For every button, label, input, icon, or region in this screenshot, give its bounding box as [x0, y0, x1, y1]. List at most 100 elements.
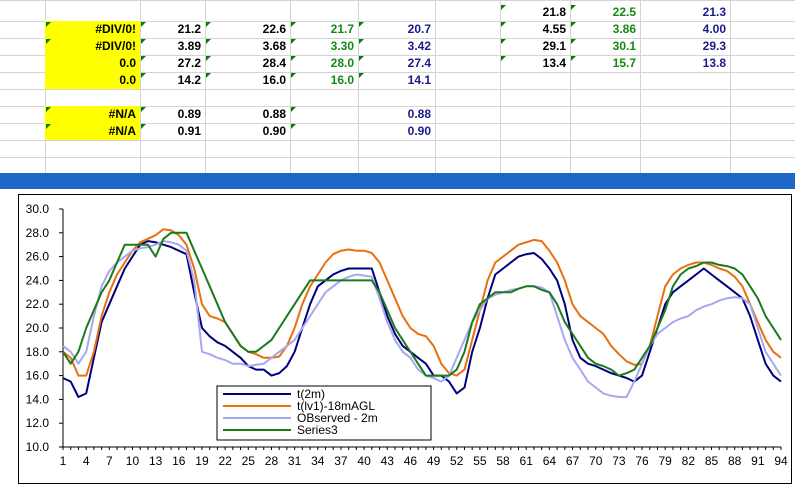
- legend-label: t(2m): [297, 387, 325, 401]
- cell-value[interactable]: [290, 106, 358, 123]
- comment-indicator-icon: [141, 56, 146, 61]
- cell-value[interactable]: 20.7: [407, 22, 431, 36]
- comment-indicator-icon: [291, 124, 296, 129]
- y-tick-label: 20.0: [26, 321, 50, 335]
- series-line: [62, 240, 782, 398]
- cell-value[interactable]: 22.6: [262, 22, 286, 36]
- legend-label: t(lv1)-18mAGL: [297, 399, 375, 413]
- comment-indicator-icon: [291, 107, 296, 112]
- cell-value[interactable]: 22.5: [612, 5, 636, 19]
- cell-value[interactable]: 13.4: [542, 56, 566, 70]
- cell-value[interactable]: 14.2: [177, 73, 201, 87]
- comment-indicator-icon: [46, 107, 51, 112]
- x-tick-label: 22: [218, 454, 232, 468]
- cell-value[interactable]: 30.1: [612, 39, 636, 53]
- comment-indicator-icon: [141, 124, 146, 129]
- cell-value[interactable]: 0.90: [262, 124, 286, 138]
- cell-value[interactable]: 16.0: [262, 73, 286, 87]
- x-tick-label: 4: [83, 454, 90, 468]
- cell-value[interactable]: #DIV/0!: [45, 38, 140, 55]
- comment-indicator-icon: [46, 124, 51, 129]
- comment-indicator-icon: [291, 73, 296, 78]
- cell-value[interactable]: 0.0: [45, 72, 140, 89]
- comment-indicator-icon: [291, 39, 296, 44]
- cell-value[interactable]: 3.68: [262, 39, 286, 53]
- gridline-col: [435, 0, 436, 178]
- cell-value[interactable]: 28.0: [330, 56, 354, 70]
- cell-value[interactable]: #N/A: [45, 106, 140, 123]
- comment-indicator-icon: [571, 39, 576, 44]
- comment-indicator-icon: [571, 56, 576, 61]
- cell-value[interactable]: [290, 123, 358, 140]
- cell-value[interactable]: 29.3: [702, 39, 726, 53]
- comment-indicator-icon: [359, 22, 364, 27]
- gridline-row: [0, 55, 795, 56]
- cell-value[interactable]: 21.2: [177, 22, 201, 36]
- comment-indicator-icon: [46, 39, 51, 44]
- series-line: [62, 231, 782, 377]
- gridline-col: [205, 0, 206, 178]
- cell-value[interactable]: 21.3: [702, 5, 726, 19]
- cell-value[interactable]: 29.1: [542, 39, 566, 53]
- cell-value[interactable]: 14.1: [407, 73, 431, 87]
- y-tick-label: 30.0: [26, 202, 50, 216]
- cell-value[interactable]: 21.7: [330, 22, 354, 36]
- spreadsheet-grid: 21.8 22.5 21.3 #DIV/0! 21.2 22.6 21.7 20.7 4.55 3…: [0, 0, 795, 178]
- x-tick-label: 79: [659, 454, 673, 468]
- x-tick-label: 64: [543, 454, 557, 468]
- cell-value[interactable]: 0.88: [407, 107, 431, 121]
- comment-indicator-icon: [359, 73, 364, 78]
- gridline-col: [640, 0, 641, 178]
- series-line: [62, 240, 782, 398]
- comment-indicator-icon: [206, 56, 211, 61]
- x-tick-label: 43: [381, 454, 395, 468]
- cell-value[interactable]: 13.8: [702, 56, 726, 70]
- x-tick-label: 31: [288, 454, 302, 468]
- x-tick-label: 73: [612, 454, 626, 468]
- cell-value[interactable]: 3.30: [330, 39, 354, 53]
- comment-indicator-icon: [359, 39, 364, 44]
- cell-value[interactable]: 27.2: [177, 56, 201, 70]
- comment-indicator-icon: [359, 56, 364, 61]
- gridline-row: [0, 38, 795, 39]
- cell-value[interactable]: 0.89: [177, 107, 201, 121]
- cell-value[interactable]: 4.00: [702, 22, 726, 36]
- x-tick-label: 25: [242, 454, 256, 468]
- cell-value[interactable]: 4.55: [542, 22, 566, 36]
- x-tick-label: 37: [334, 454, 348, 468]
- cell-value[interactable]: 0.90: [407, 124, 431, 138]
- x-tick-label: 58: [496, 454, 510, 468]
- gridline-row: [0, 21, 795, 22]
- comment-indicator-icon: [141, 107, 146, 112]
- cell-value[interactable]: 3.89: [177, 39, 201, 53]
- gridline-row: [0, 106, 795, 107]
- cell-value[interactable]: 15.7: [612, 56, 636, 70]
- gridline-col: [290, 0, 291, 178]
- x-tick-label: 16: [172, 454, 186, 468]
- x-tick-label: 88: [728, 454, 742, 468]
- cell-value[interactable]: 0.0: [45, 55, 140, 72]
- comment-indicator-icon: [291, 22, 296, 27]
- comment-indicator-icon: [206, 39, 211, 44]
- y-tick-label: 26.0: [26, 250, 50, 264]
- comment-indicator-icon: [501, 22, 506, 27]
- cell-value[interactable]: 3.42: [407, 39, 431, 53]
- x-tick-label: 91: [751, 454, 765, 468]
- cell-value[interactable]: 21.8: [542, 5, 566, 19]
- x-tick-label: 7: [106, 454, 113, 468]
- comment-indicator-icon: [501, 39, 506, 44]
- cell-value[interactable]: 0.88: [262, 107, 286, 121]
- window-split-bar[interactable]: [0, 173, 795, 189]
- cell-value[interactable]: #DIV/0!: [45, 21, 140, 38]
- cell-value[interactable]: #N/A: [45, 123, 140, 140]
- cell-value[interactable]: 27.4: [407, 56, 431, 70]
- gridline-row: [0, 89, 795, 90]
- series-line: [62, 228, 782, 377]
- gridline-col: [500, 0, 501, 178]
- cell-value[interactable]: 0.91: [177, 124, 201, 138]
- cell-value[interactable]: 16.0: [330, 73, 354, 87]
- line-chart[interactable]: 30.0 28.0 26.0 24.0 22.0 20.0 18.0 16.0 14.0 12.0…: [0, 189, 795, 500]
- cell-value[interactable]: 28.4: [262, 56, 286, 70]
- x-tick-label: 76: [635, 454, 649, 468]
- cell-value[interactable]: 3.86: [612, 22, 636, 36]
